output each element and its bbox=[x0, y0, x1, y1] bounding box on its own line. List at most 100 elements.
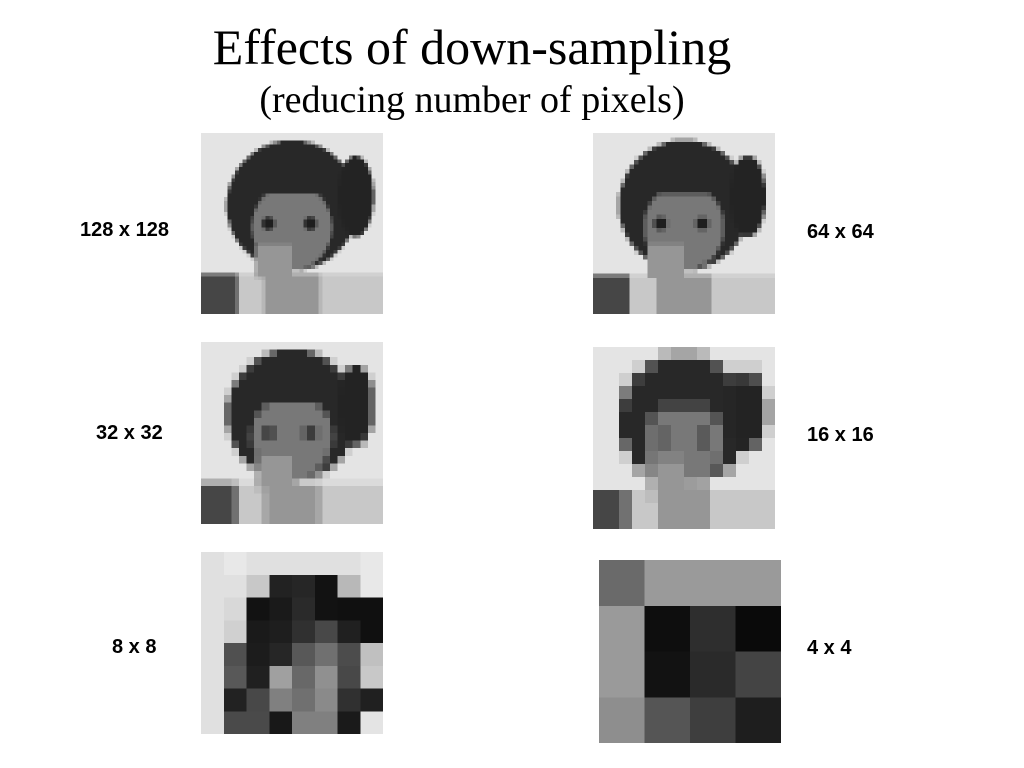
pixel bbox=[770, 209, 775, 216]
pixel bbox=[329, 249, 335, 255]
pixel bbox=[749, 399, 763, 413]
pixel bbox=[679, 268, 685, 274]
pixel bbox=[292, 215, 297, 221]
pixel bbox=[670, 250, 676, 256]
pixel bbox=[624, 300, 630, 306]
pixel bbox=[624, 137, 630, 143]
pixel bbox=[329, 417, 339, 427]
pixel bbox=[326, 200, 331, 206]
pixel bbox=[235, 249, 240, 255]
pixel bbox=[633, 237, 640, 243]
pixel bbox=[656, 268, 662, 274]
pixel bbox=[201, 144, 206, 149]
pixel bbox=[242, 204, 248, 210]
pixel bbox=[345, 291, 350, 296]
pixel bbox=[273, 219, 278, 225]
pixel bbox=[679, 187, 685, 193]
pixel bbox=[322, 283, 327, 289]
pixel bbox=[276, 448, 286, 457]
pixel bbox=[593, 282, 599, 288]
pixel bbox=[360, 463, 369, 472]
pixel bbox=[661, 237, 667, 243]
pixel bbox=[761, 232, 767, 238]
pixel bbox=[303, 280, 308, 285]
pixel bbox=[652, 273, 658, 279]
pixel bbox=[371, 234, 377, 240]
pixel bbox=[624, 246, 630, 252]
pixel bbox=[223, 342, 232, 351]
pixel bbox=[348, 238, 354, 243]
pixel bbox=[734, 173, 740, 179]
pixel bbox=[345, 227, 350, 232]
pixel bbox=[276, 501, 286, 510]
pixel bbox=[761, 182, 767, 188]
pixel bbox=[611, 250, 617, 256]
pixel bbox=[352, 372, 361, 381]
pixel bbox=[729, 228, 735, 234]
pixel bbox=[602, 282, 608, 288]
pixel bbox=[697, 228, 703, 234]
pixel bbox=[684, 232, 690, 238]
pixel bbox=[318, 268, 323, 274]
pixel bbox=[238, 501, 248, 510]
pixel bbox=[762, 373, 775, 387]
pixel bbox=[697, 160, 703, 166]
pixel bbox=[606, 160, 612, 166]
pixel bbox=[254, 133, 259, 138]
pixel bbox=[679, 295, 685, 302]
pixel bbox=[265, 242, 270, 247]
pixel bbox=[310, 182, 316, 187]
pixel bbox=[303, 163, 308, 168]
pixel bbox=[329, 272, 335, 277]
pixel bbox=[299, 151, 304, 157]
pixel bbox=[257, 170, 263, 176]
pixel bbox=[615, 223, 621, 229]
pixel bbox=[235, 234, 240, 240]
pixel bbox=[765, 309, 772, 314]
pixel bbox=[684, 209, 690, 216]
pixel bbox=[318, 287, 323, 292]
pixel bbox=[329, 283, 335, 289]
pixel bbox=[624, 218, 630, 225]
pixel bbox=[615, 155, 621, 161]
pixel bbox=[729, 146, 735, 152]
pixel bbox=[231, 242, 236, 247]
pixel bbox=[322, 200, 327, 206]
pixel bbox=[201, 261, 206, 266]
pixel bbox=[379, 215, 383, 221]
pixel bbox=[375, 364, 383, 373]
pixel bbox=[307, 264, 312, 270]
pixel bbox=[212, 276, 217, 281]
pixel bbox=[711, 295, 717, 302]
pixel bbox=[337, 302, 342, 308]
pixel bbox=[747, 228, 753, 234]
pixel bbox=[375, 174, 380, 179]
pixel bbox=[367, 349, 377, 358]
pixel bbox=[231, 387, 240, 396]
pixel bbox=[645, 425, 659, 439]
pixel bbox=[770, 309, 775, 314]
pixel bbox=[364, 200, 369, 206]
pixel bbox=[652, 133, 658, 139]
pixel bbox=[679, 250, 685, 256]
pixel bbox=[715, 218, 721, 225]
pixel bbox=[235, 227, 240, 232]
pixel bbox=[261, 163, 267, 168]
pixel bbox=[599, 605, 646, 653]
pixel bbox=[269, 242, 274, 247]
pixel bbox=[364, 306, 369, 311]
pixel bbox=[367, 219, 373, 225]
pixel bbox=[261, 508, 270, 518]
pixel bbox=[360, 364, 369, 373]
pixel bbox=[216, 372, 225, 381]
pixel bbox=[770, 191, 775, 197]
pixel bbox=[208, 379, 217, 389]
pixel bbox=[261, 310, 267, 314]
pixel bbox=[633, 223, 640, 229]
pixel bbox=[720, 268, 726, 274]
pixel bbox=[371, 215, 377, 221]
pixel bbox=[371, 170, 377, 176]
pixel bbox=[665, 214, 671, 220]
pixel bbox=[597, 273, 603, 279]
pixel bbox=[752, 151, 758, 157]
